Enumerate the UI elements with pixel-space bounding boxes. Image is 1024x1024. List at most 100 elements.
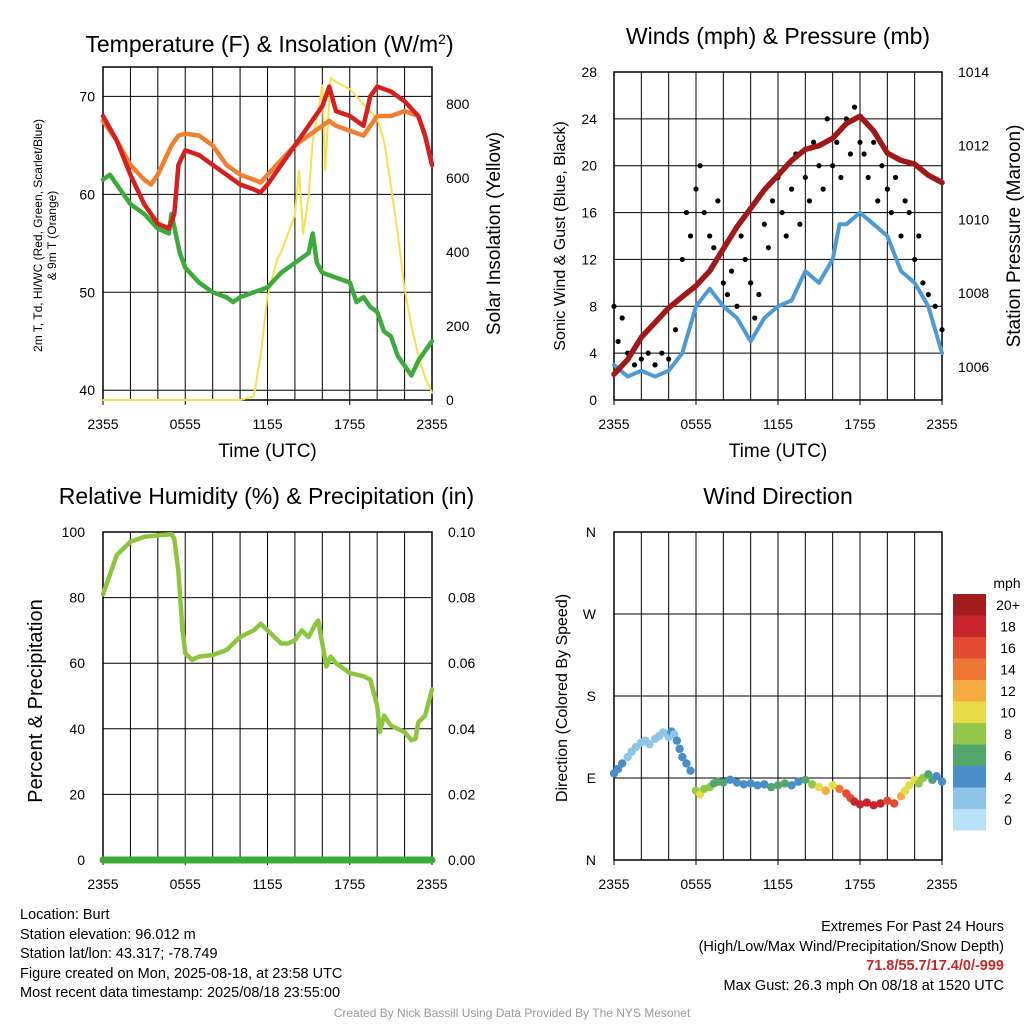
- gust-point: [920, 280, 926, 286]
- legend-label: 0: [1004, 812, 1012, 828]
- y-tick-label: N: [586, 852, 596, 868]
- y-tick-label: 12: [581, 251, 597, 267]
- gust-point: [797, 221, 803, 227]
- winds-panel: 2355 0555 1155 1755 235504812162024281006100…: [552, 23, 1024, 462]
- direction-point: [766, 782, 776, 792]
- gust-point: [697, 163, 703, 169]
- x-tick-label: 2355: [87, 876, 118, 892]
- nine-m-temp-line: [100, 108, 435, 187]
- station-elevation: Station elevation: 96.012 m: [20, 926, 196, 943]
- humidity-line: [100, 532, 435, 743]
- y2-tick-label: 1006: [958, 359, 989, 375]
- y-tick-label: S: [587, 688, 596, 704]
- legend-label: 18: [1000, 619, 1016, 635]
- gust-point: [806, 198, 813, 204]
- gust-point: [816, 163, 822, 169]
- y2-tick-label: 800: [446, 96, 470, 112]
- gust-point: [728, 268, 735, 274]
- gust-point: [742, 256, 748, 263]
- gust-point: [683, 209, 690, 216]
- direction-point: [780, 779, 790, 788]
- direction-point: [753, 781, 762, 790]
- legend-label: 12: [1000, 683, 1016, 699]
- y-tick-label: 4: [589, 345, 597, 361]
- gust-point: [756, 291, 762, 298]
- direction-point: [889, 799, 899, 808]
- gust-point: [834, 139, 840, 145]
- x-tick-label: 2355: [416, 876, 447, 892]
- gust-point: [906, 209, 912, 216]
- legend-swatch: [953, 680, 986, 702]
- gust-point: [638, 356, 644, 362]
- y2-tick-label: 1008: [958, 285, 989, 301]
- legend-swatch: [953, 723, 986, 745]
- y2-axis-label-text: Station Pressure (Maroon): [1004, 125, 1024, 348]
- legend-swatch: [953, 787, 986, 809]
- legend-label: 20+: [996, 597, 1020, 613]
- gust-point: [769, 198, 776, 204]
- gust-point: [693, 186, 699, 192]
- direction-point: [883, 796, 892, 805]
- y-axis-label-line1: 2m T, Td, HI/WC (Red, Green, Scarlet/Blu…: [31, 119, 45, 352]
- direction-point: [773, 781, 783, 790]
- gust-point: [748, 280, 754, 286]
- y-axis-label: Sonic Wind & Gust (Blue, Black): [552, 121, 569, 350]
- x-tick-label: 2355: [926, 416, 957, 432]
- direction-point: [645, 740, 654, 749]
- speed-legend: mph 20+ 18 16 14 12 10 8 6 4 2 0: [953, 575, 1021, 831]
- y-tick-label: E: [587, 770, 596, 786]
- gust-point: [752, 315, 758, 321]
- direction-point: [686, 766, 695, 775]
- direction-point: [876, 799, 885, 808]
- gust-point: [765, 245, 772, 251]
- x-tick-label: 0555: [170, 416, 201, 432]
- legend-swatch: [953, 809, 986, 831]
- chart-title: Winds (mph) & Pressure (mb): [626, 23, 930, 49]
- gust-point: [824, 116, 830, 122]
- direction-point: [807, 780, 817, 789]
- gust-point: [810, 139, 817, 145]
- y-tick-label: 40: [69, 721, 85, 737]
- direction-point: [862, 798, 872, 807]
- gust-point: [851, 104, 858, 110]
- y-tick-label: 50: [79, 284, 95, 300]
- wind-speed-line: [612, 210, 944, 379]
- gust-point: [838, 174, 844, 181]
- station-latlon: Station lat/lon: 43.317; -78.749: [20, 946, 218, 962]
- gust-point: [701, 209, 707, 216]
- x-tick-label: 1755: [844, 416, 875, 432]
- y2-tick-label: 0.08: [448, 590, 475, 606]
- gust-point: [619, 315, 625, 321]
- gust-point: [925, 291, 931, 298]
- y2-tick-label: 0.02: [448, 786, 475, 802]
- gust-point: [892, 174, 899, 181]
- y2-tick-label: 600: [446, 170, 470, 186]
- chart-title: Relative Humidity (%) & Precipitation (i…: [59, 483, 474, 509]
- gust-point: [615, 338, 621, 345]
- gust-point: [789, 186, 795, 192]
- legend-label: 14: [1000, 662, 1016, 678]
- x-tick-label: 1755: [334, 876, 365, 892]
- y2-tick-label: 200: [446, 318, 470, 334]
- gust-point: [865, 174, 871, 181]
- direction-point: [814, 782, 824, 792]
- gust-point: [871, 139, 877, 145]
- legend-swatch: [953, 658, 986, 680]
- gust-point: [659, 350, 665, 356]
- direction-point: [801, 775, 810, 785]
- y2-axis-label-text: Solar Insolation (Yellow): [484, 132, 505, 335]
- y-tick-label: 24: [581, 111, 597, 127]
- x-tick-label: 1755: [334, 416, 365, 432]
- y-tick-label: 0: [77, 852, 85, 868]
- gust-point: [715, 198, 721, 204]
- recent-timestamp: Most recent data timestamp: 2025/08/18 2…: [20, 985, 341, 1001]
- y2-tick-label: 1010: [958, 211, 989, 227]
- y-tick-label: N: [586, 524, 596, 540]
- direction-point: [675, 744, 684, 754]
- gust-point: [861, 151, 867, 157]
- gust-point: [707, 233, 713, 239]
- y2-tick-label: 0: [446, 392, 454, 408]
- y-tick-label: 40: [79, 382, 95, 398]
